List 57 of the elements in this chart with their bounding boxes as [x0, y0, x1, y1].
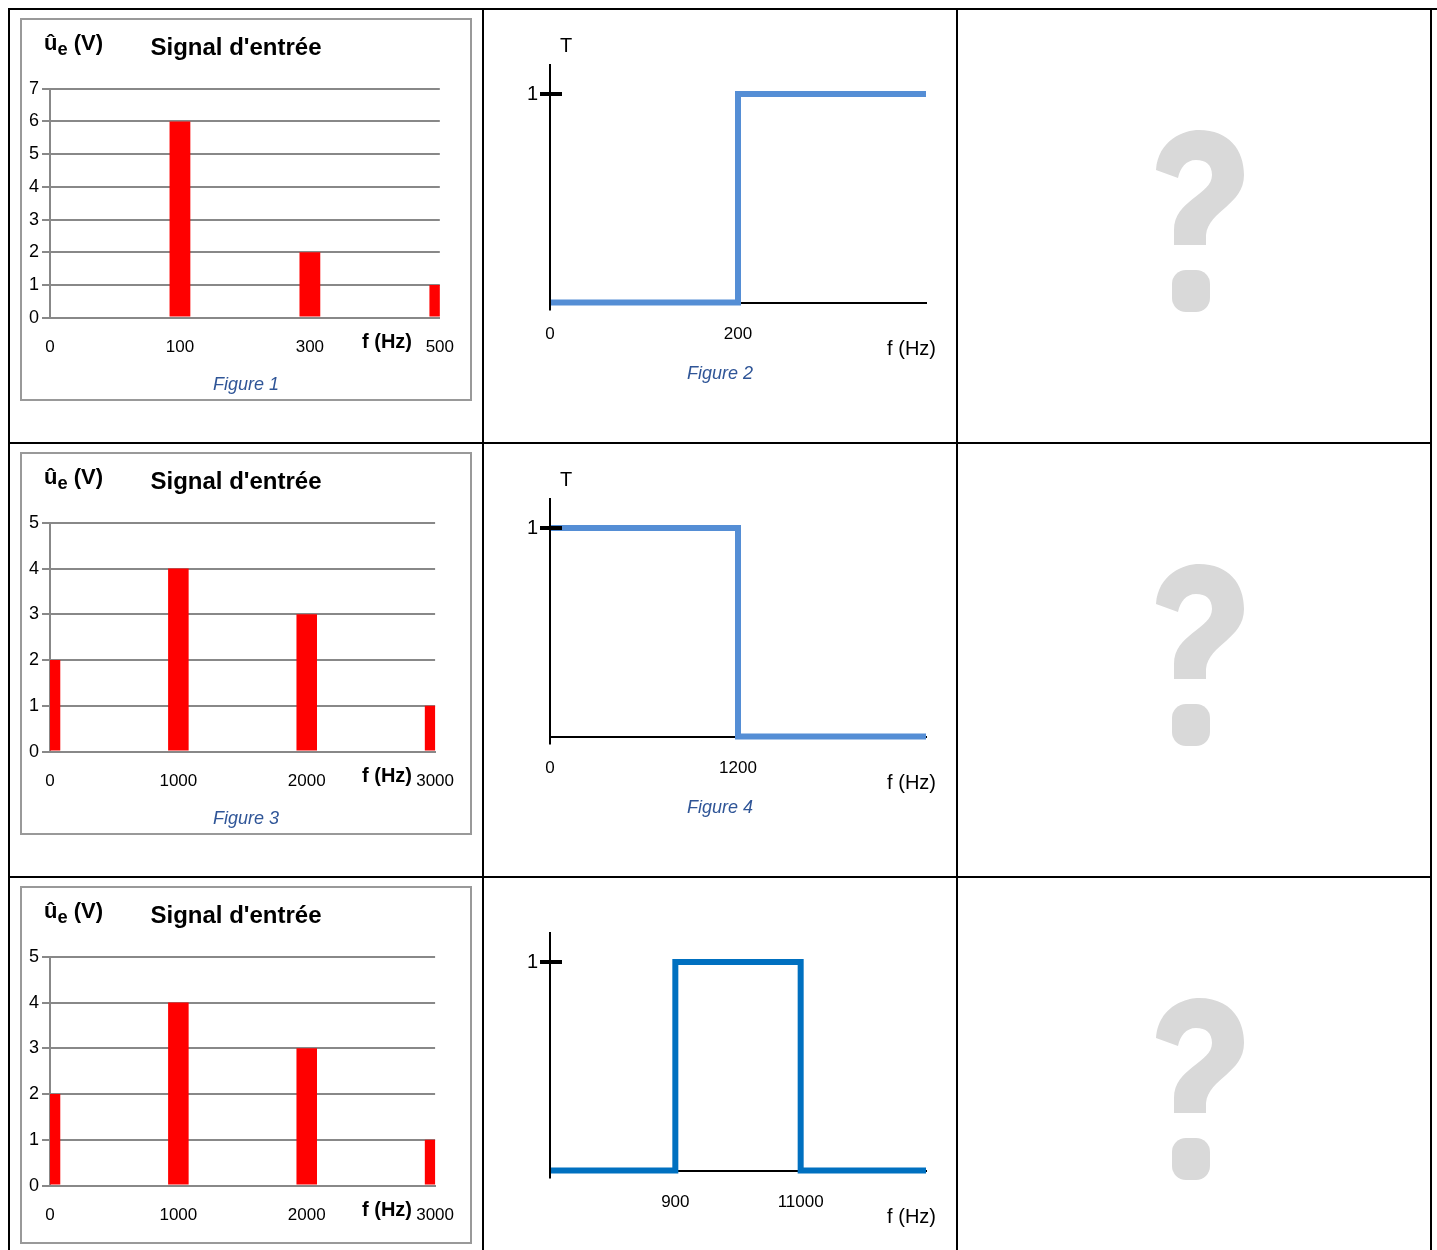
x-axis-title: f (Hz)	[362, 764, 412, 787]
y-tick-label: 7	[29, 77, 40, 98]
caption: Figure 1	[211, 374, 280, 395]
x-tick-label: 900	[661, 1192, 690, 1212]
y-tick-label: 5	[29, 511, 40, 532]
x-tick-label: 0	[45, 337, 55, 357]
y-axis-title: û$_{e}$ (V)	[44, 30, 104, 61]
y-tick-label: 0	[29, 740, 40, 761]
y-tick-label: 1	[29, 1128, 40, 1149]
y-tick-label: 2	[29, 649, 40, 670]
chart-title: Signal d'entrée	[150, 467, 322, 495]
caption: Figure 2	[685, 363, 754, 384]
y-tick-label: 3	[29, 1037, 40, 1058]
x-tick-label: 0	[45, 771, 55, 791]
caption: Figure 4	[685, 797, 754, 818]
y-tick-label: 0	[29, 1174, 40, 1195]
chart-title: Signal d'entrée	[150, 901, 322, 929]
x-tick-label: 11000	[777, 1192, 824, 1212]
y-axis-title: û$_{e}$ (V)	[44, 464, 104, 495]
x-axis-title: f (Hz)	[887, 337, 936, 360]
x-tick-label: 2000	[287, 1205, 326, 1225]
text: 1	[526, 515, 538, 538]
text: 1	[526, 949, 538, 972]
x-axis-title: f (Hz)	[362, 330, 412, 353]
x-tick-label: 3000	[416, 1205, 454, 1225]
y-tick-label: 3	[29, 208, 40, 229]
y-tick-label: 1	[29, 694, 40, 715]
y-tick-label: 6	[29, 110, 40, 131]
x-tick-label: 1200	[719, 758, 757, 778]
x-tick-label: 100	[165, 337, 195, 357]
x-tick-label: 3000	[416, 771, 454, 791]
x-axis-title: f (Hz)	[887, 771, 936, 794]
y-axis-title: T	[560, 34, 573, 57]
text: 1	[526, 81, 538, 104]
x-tick-label: 1000	[159, 1205, 198, 1225]
x-axis-title: f (Hz)	[362, 1198, 412, 1221]
x-tick-label: 2000	[287, 771, 326, 791]
x-tick-label: 0	[45, 1205, 55, 1225]
y-tick-label: 3	[29, 603, 40, 624]
x-tick-label: 300	[295, 337, 325, 357]
x-tick-label: 200	[723, 324, 753, 344]
y-tick-label: 4	[29, 175, 40, 196]
y-tick-label: 2	[29, 1083, 40, 1104]
y-tick-label: 4	[29, 557, 40, 578]
x-axis-title: f (Hz)	[887, 1205, 936, 1228]
x-tick-label: 500	[425, 337, 455, 357]
chart-title: Signal d'entrée	[150, 33, 322, 61]
y-axis-title: T	[560, 468, 573, 491]
y-tick-label: 4	[29, 991, 40, 1012]
y-tick-label: 1	[29, 273, 40, 294]
y-tick-label: 2	[29, 241, 40, 262]
caption: Figure 3	[211, 808, 280, 829]
x-tick-label: 1000	[159, 771, 198, 791]
y-tick-label: 5	[29, 143, 40, 164]
y-tick-label: 5	[29, 945, 40, 966]
y-tick-label: 0	[29, 306, 40, 327]
y-axis-title: û$_{e}$ (V)	[44, 898, 104, 929]
